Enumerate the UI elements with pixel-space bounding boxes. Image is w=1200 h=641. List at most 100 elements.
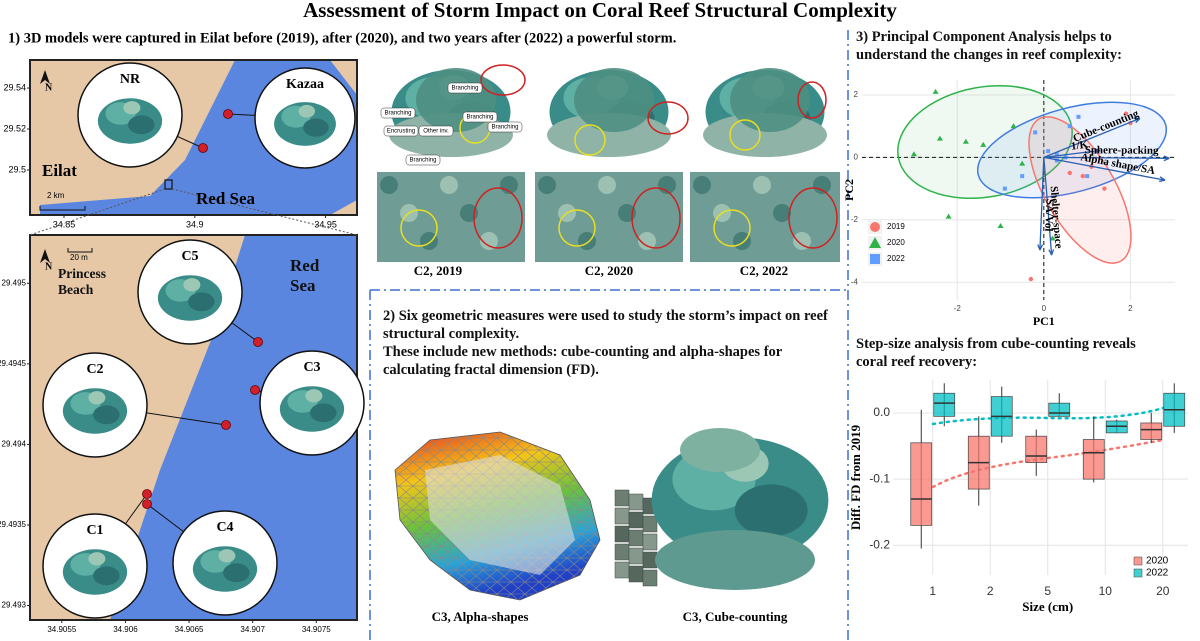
y-tick-label: 0.0 (873, 405, 890, 419)
trend-line (931, 438, 1165, 489)
annotation (647, 101, 689, 135)
photo-texture (598, 176, 616, 194)
photo-label: Branching (491, 125, 518, 131)
annotation (788, 187, 838, 249)
y-axis-label: Diff. FD from 2019 (848, 424, 863, 530)
coral-model (93, 566, 120, 586)
photo-texture (538, 176, 556, 194)
zoom-box (164, 179, 173, 190)
x-axis-label: PC1 (1033, 314, 1055, 328)
cube (628, 511, 644, 529)
site-marker (221, 420, 231, 430)
photo-label: Encrusting (387, 129, 415, 135)
data-point (932, 88, 939, 94)
data-point (1010, 123, 1017, 129)
map-tick-label: 29.4945 (0, 359, 27, 368)
cube (642, 515, 658, 533)
x-tick-label: -2 (954, 304, 962, 313)
photo-label: Branching (451, 86, 478, 92)
photo-label-box (380, 107, 416, 119)
cube (614, 489, 630, 507)
data-point (1067, 124, 1072, 129)
photo-label-box (462, 111, 498, 123)
section-heading: 3) Principal Component Analysis helps to… (856, 29, 1122, 63)
coral-model (188, 292, 215, 312)
y-tick-label: -0.2 (869, 537, 890, 551)
legend-symbol (869, 237, 881, 248)
scale-label: 20 m (70, 253, 88, 262)
photo-texture (753, 176, 771, 194)
model-caption: C3, Cube-counting (683, 609, 788, 624)
annotation (473, 187, 523, 249)
loading-label: 1/K (1070, 139, 1089, 153)
legend-key (1133, 568, 1143, 578)
photo-label-box (383, 125, 419, 137)
photo-caption: C2, 2022 (740, 263, 788, 278)
data-point (1054, 152, 1059, 157)
coral-model (88, 391, 106, 405)
data-point (945, 213, 952, 219)
arrow-head (1159, 176, 1166, 183)
coral-model (303, 118, 329, 137)
x-tick-label: 2 (987, 584, 994, 598)
map-tick-label: 34.906 (113, 625, 138, 634)
north-label: N (45, 82, 53, 93)
box (1048, 402, 1071, 417)
data-point (1054, 158, 1059, 163)
north-arrow (40, 70, 50, 84)
trend-line (931, 406, 1165, 426)
map-tick-label: 29.54 (3, 82, 26, 92)
legend-symbol (870, 222, 880, 232)
town-label: Eilat (42, 161, 77, 180)
water (110, 235, 357, 620)
data-point (962, 138, 969, 144)
photo-texture (380, 176, 398, 194)
photo-texture (638, 232, 656, 250)
site-label: C2 (86, 362, 103, 377)
coral-model (218, 549, 236, 563)
section-heading: 1) 3D models were captured in Eilat befo… (8, 30, 676, 46)
photo-texture (480, 232, 498, 250)
coral-model (298, 104, 315, 118)
map-tick-label: 29.5 (8, 164, 26, 174)
arrow-head (1037, 244, 1044, 251)
annotation (480, 64, 526, 96)
photo-caption: C2, 2020 (585, 263, 633, 278)
coral-model (310, 403, 337, 423)
y-tick-label: -2 (851, 215, 859, 224)
cube (628, 529, 644, 547)
data-point (1085, 174, 1090, 179)
annotation (558, 209, 596, 247)
annotation (729, 119, 761, 151)
coral-model (730, 68, 810, 132)
photo-texture (773, 204, 791, 222)
site-label: Kazaa (286, 77, 324, 92)
site-label: C1 (86, 523, 103, 538)
site-label: C4 (216, 520, 233, 535)
box (910, 442, 933, 526)
legend-label: 2022 (1146, 568, 1169, 579)
x-tick-label: 2 (1128, 304, 1133, 313)
box (933, 392, 956, 417)
photo-label: Other inv. (423, 129, 449, 135)
data-point (1102, 186, 1107, 191)
drawing-layer: 34.85 34.9 34.95 29.5 29.52 29.54 34.9055 34.90… (0, 30, 1188, 641)
arrow-head (1048, 249, 1055, 256)
loading-arrow (1039, 157, 1045, 251)
map-tick-label: 29.494 (2, 440, 27, 449)
map-tick-label: 34.85 (53, 219, 76, 229)
data-point (910, 151, 917, 157)
data-point (1019, 160, 1026, 166)
y-tick-label: -4 (851, 277, 859, 286)
x-tick-label: 10 (1099, 584, 1113, 598)
map-tick-label: 29.495 (2, 278, 27, 287)
data-point (1002, 186, 1007, 191)
photo-label: Branching (466, 115, 493, 121)
cube (642, 569, 658, 587)
photo-label-box (447, 82, 483, 94)
coral-model (416, 68, 496, 132)
legend-symbol (870, 254, 880, 264)
legend-label: 2020 (1146, 556, 1169, 567)
data-point (936, 135, 943, 141)
